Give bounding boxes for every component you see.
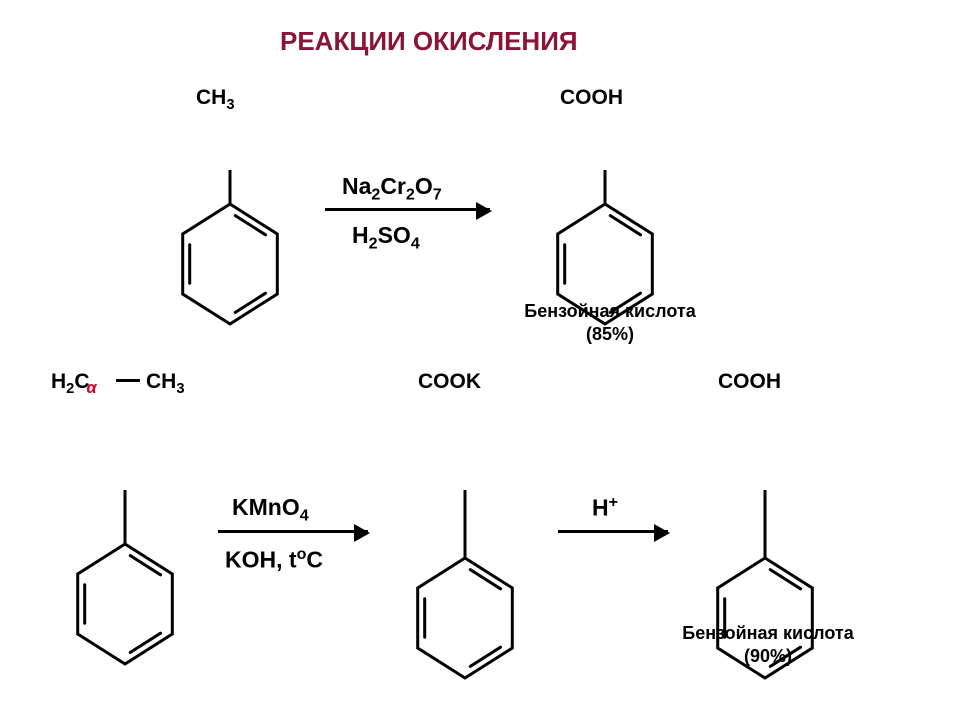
caption-line: (90%) [744,646,792,666]
page-title: РЕАКЦИИ ОКИСЛЕНИЯ [280,26,578,57]
reagent-hplus: H+ [592,493,618,522]
alpha-subscript: α [87,379,97,397]
h2c-alpha-label: H2Cα [51,370,97,398]
reaction-arrow-1 [325,208,490,211]
benzoate-salt [400,465,530,688]
ch-bond-line [116,379,140,382]
caption-line: (85%) [586,324,634,344]
toluene-structure [165,145,295,334]
ethylbenzene-structure [60,465,190,674]
benzoic-caption-1: Бензойная кислота (85%) [510,300,710,345]
reagent-na2cr2o7: Na2Cr2O7 [342,173,442,205]
cooh-label-1: COOH [560,86,623,110]
caption-line: Бензойная кислота [682,623,853,643]
cook-label: COOK [418,370,481,394]
ch3-label-2: CH3 [146,370,185,397]
reagent-h2so4: H2SO4 [352,222,420,254]
ch3-label: CH3 [196,86,235,113]
caption-line: Бензойная кислота [524,301,695,321]
reagent-kmno4: KMnO4 [232,494,309,526]
reagent-koh: KOH, tоC [225,545,323,574]
reaction-arrow-2a [218,530,368,533]
benzoic-caption-2: Бензойная кислота (90%) [668,622,868,667]
cooh-label-2: COOH [718,370,781,394]
reaction-arrow-2b [558,530,668,533]
